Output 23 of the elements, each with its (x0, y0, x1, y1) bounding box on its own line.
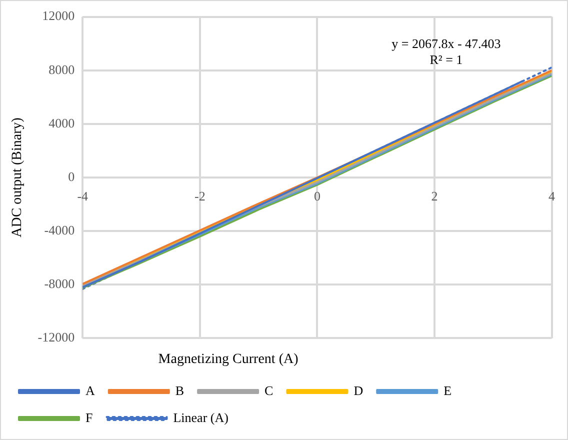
y-tick-label: 4000 (48, 115, 75, 130)
y-tick-label: -4000 (44, 222, 75, 238)
x-tick-label: 4 (548, 188, 556, 204)
legend-label: E (444, 382, 452, 398)
legend-label: D (354, 382, 364, 398)
legend-label: B (175, 382, 184, 398)
y-tick-label: -8000 (44, 276, 75, 292)
y-tick-label: 8000 (48, 62, 75, 77)
x-tick-label: -4 (77, 188, 89, 204)
y-tick-label: 12000 (42, 8, 75, 24)
annotation: y = 2067.8x - 47.403 (392, 36, 501, 52)
annotation: R² = 1 (430, 52, 463, 68)
y-tick-label: 0 (68, 168, 75, 184)
x-tick-label: 0 (314, 188, 320, 204)
y-axis-title: ADC output (Binary) (10, 117, 26, 238)
y-tick-label: -12000 (38, 330, 75, 345)
legend-label: A (86, 382, 96, 398)
legend-label: Linear (A) (173, 410, 228, 425)
x-tick-label: 2 (431, 188, 438, 204)
x-axis-title: Magnetizing Current (A) (158, 352, 299, 367)
legend-label: C (264, 382, 274, 398)
legend-label: F (86, 410, 93, 425)
x-tick-label: -2 (194, 188, 206, 204)
